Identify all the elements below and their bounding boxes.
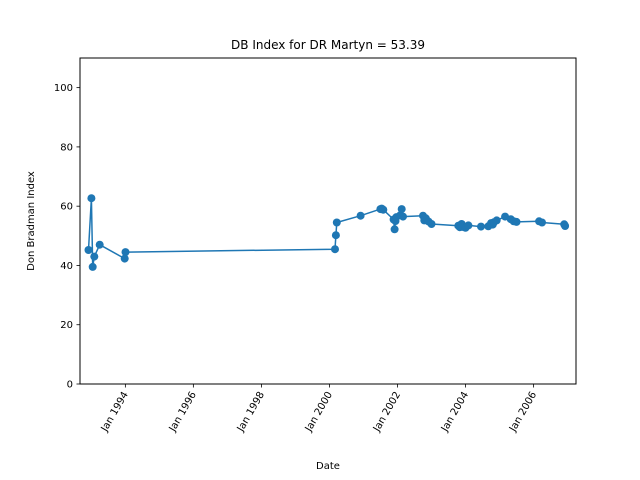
data-point [492, 216, 501, 225]
data-point [399, 212, 407, 221]
y-axis-label: Don Bradman Index [26, 171, 37, 271]
data-point [561, 222, 570, 230]
axes-frame [79, 57, 577, 385]
data-point [379, 205, 388, 214]
chart-title: DB Index for DR Martyn = 53.39 [231, 38, 425, 52]
data-point [95, 240, 104, 249]
data-point [477, 222, 485, 231]
y-tick-label: 20 [60, 320, 73, 331]
y-tick-label: 60 [60, 202, 73, 213]
data-point [332, 218, 341, 227]
data-point [464, 221, 473, 230]
data-point [331, 231, 340, 240]
data-point [121, 248, 130, 257]
y-tick-label: 40 [60, 261, 73, 272]
data-point [538, 218, 546, 227]
data-point [90, 252, 99, 261]
x-axis-label: Date [316, 461, 340, 472]
y-tick-label: 0 [67, 380, 73, 391]
y-tick-label: 80 [60, 142, 73, 153]
data-point [390, 225, 399, 234]
data-point [87, 194, 96, 203]
data-point [120, 254, 129, 263]
data-point [84, 246, 93, 254]
data-point [512, 217, 521, 226]
data-point [427, 220, 436, 228]
data-point [397, 205, 406, 214]
plot-area [84, 194, 570, 271]
y-tick-label: 100 [54, 83, 73, 94]
data-point [88, 262, 97, 271]
data-point [331, 245, 339, 254]
data-point [356, 211, 365, 220]
